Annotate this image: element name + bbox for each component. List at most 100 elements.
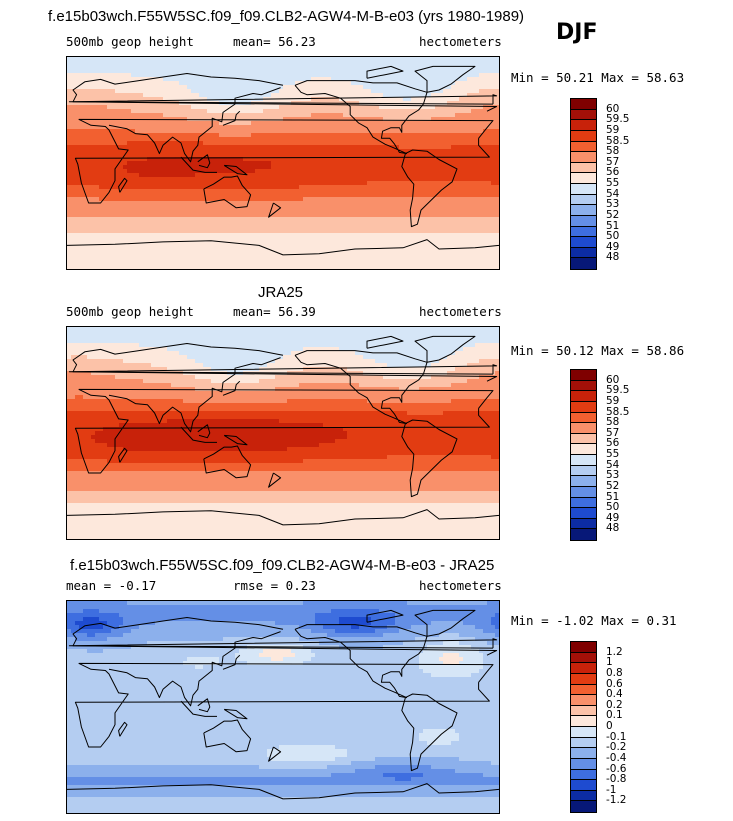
field-cell	[91, 221, 96, 226]
field-cell	[155, 201, 160, 206]
field-cell	[359, 153, 364, 158]
field-cell	[331, 125, 336, 130]
field-cell	[255, 77, 260, 82]
field-cell	[223, 169, 228, 174]
field-cell	[187, 201, 192, 206]
field-cell	[383, 201, 388, 206]
field-cell	[451, 129, 456, 134]
field-cell	[271, 141, 276, 146]
field-cell	[159, 217, 164, 222]
field-cell	[371, 125, 376, 130]
field-cell	[203, 89, 208, 94]
field-cell	[227, 93, 232, 98]
field-cell	[79, 185, 84, 190]
field-cell	[87, 217, 92, 222]
field-cell	[395, 181, 400, 186]
field-cell	[211, 65, 216, 70]
field-cell	[191, 141, 196, 146]
field-cell	[379, 133, 384, 138]
field-cell	[203, 149, 208, 154]
field-cell	[467, 177, 472, 182]
field-cell	[175, 85, 180, 90]
field-cell	[215, 165, 220, 170]
field-cell	[287, 57, 292, 62]
field-cell	[475, 133, 480, 138]
field-cell	[403, 77, 408, 82]
field-cell	[331, 197, 336, 202]
field-cell	[67, 97, 72, 102]
field-cell	[407, 157, 412, 162]
field-cell	[239, 157, 244, 162]
field-cell	[455, 137, 460, 142]
field-cell	[327, 137, 332, 142]
field-cell	[235, 213, 240, 218]
field-cell	[487, 205, 492, 210]
field-cell	[447, 217, 452, 222]
field-cell	[343, 145, 348, 150]
field-cell	[439, 225, 444, 230]
field-cell	[343, 89, 348, 94]
field-cell	[143, 149, 148, 154]
field-cell	[455, 69, 460, 74]
field-cell	[107, 229, 112, 234]
field-cell	[483, 61, 488, 66]
field-cell	[131, 197, 136, 202]
field-cell	[451, 97, 456, 102]
field-cell	[403, 97, 408, 102]
field-cell	[103, 57, 108, 62]
field-cell	[299, 193, 304, 198]
field-cell	[279, 73, 284, 78]
field-cell	[379, 173, 384, 178]
field-cell	[323, 213, 328, 218]
field-cell	[371, 117, 376, 122]
field-cell	[87, 73, 92, 78]
field-cell	[359, 89, 364, 94]
field-cell	[467, 129, 472, 134]
field-cell	[339, 133, 344, 138]
field-cell	[275, 109, 280, 114]
field-cell	[131, 125, 136, 130]
field-cell	[331, 65, 336, 70]
field-cell	[375, 209, 380, 214]
field-cell	[107, 109, 112, 114]
field-cell	[403, 117, 408, 122]
field-cell	[283, 213, 288, 218]
field-cell	[175, 145, 180, 150]
field-cell	[95, 181, 100, 186]
field-cell	[251, 109, 256, 114]
field-cell	[427, 121, 432, 126]
field-cell	[183, 205, 188, 210]
field-cell	[339, 237, 344, 242]
field-cell	[75, 237, 80, 242]
field-cell	[315, 141, 320, 146]
field-cell	[231, 153, 236, 158]
field-cell	[487, 169, 492, 174]
field-cell	[451, 85, 456, 90]
field-cell	[99, 197, 104, 202]
field-cell	[479, 193, 484, 198]
field-cell	[367, 177, 372, 182]
field-cell	[111, 57, 116, 62]
field-cell	[111, 161, 116, 166]
field-cell	[111, 177, 116, 182]
field-cell	[407, 105, 412, 110]
field-cell	[343, 93, 348, 98]
field-cell	[71, 217, 76, 222]
field-cell	[239, 169, 244, 174]
field-cell	[491, 113, 496, 118]
field-cell	[279, 237, 284, 242]
field-cell	[227, 77, 232, 82]
field-cell	[423, 177, 428, 182]
field-cell	[423, 209, 428, 214]
field-cell	[307, 93, 312, 98]
field-cell	[327, 125, 332, 130]
field-cell	[475, 77, 480, 82]
field-cell	[231, 81, 236, 86]
field-cell	[323, 221, 328, 226]
field-cell	[167, 185, 172, 190]
field-cell	[411, 61, 416, 66]
field-cell	[479, 209, 484, 214]
field-cell	[479, 65, 484, 70]
field-cell	[455, 209, 460, 214]
field-cell	[487, 181, 492, 186]
